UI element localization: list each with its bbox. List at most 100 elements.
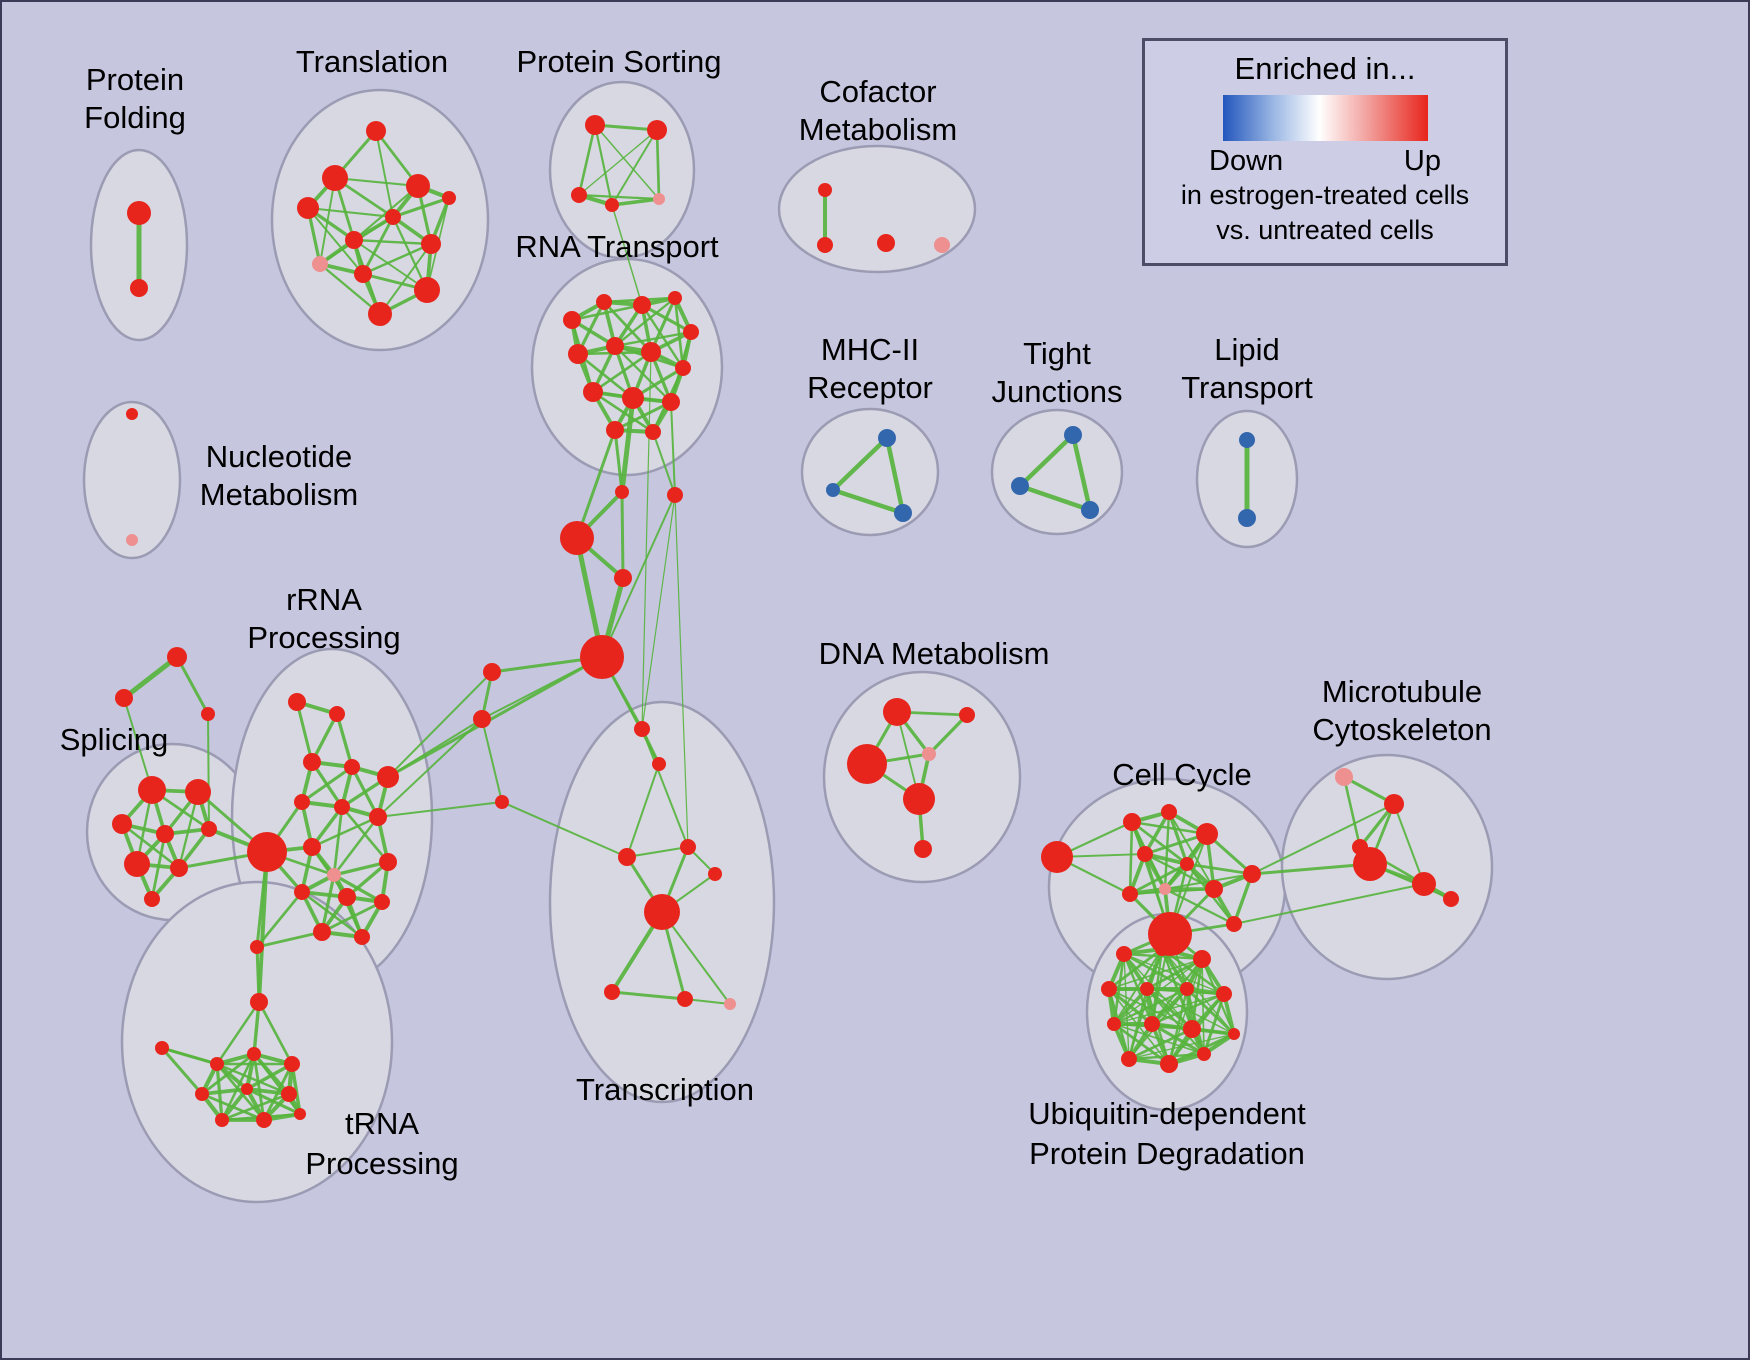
edge bbox=[257, 1000, 294, 1066]
gene-set-node bbox=[1183, 1020, 1201, 1038]
edge bbox=[626, 846, 689, 858]
edge bbox=[352, 184, 420, 242]
edge bbox=[1017, 432, 1076, 489]
cluster-label-trna-processing: tRNA Processing bbox=[305, 1106, 458, 1181]
gene-set-node bbox=[877, 234, 895, 252]
gene-set-node bbox=[130, 279, 148, 297]
edge bbox=[245, 1087, 302, 1116]
gene-set-node bbox=[374, 894, 390, 910]
gene-set-node bbox=[345, 231, 363, 249]
edge bbox=[1145, 957, 1204, 991]
edge bbox=[927, 713, 969, 756]
gene-set-node bbox=[1228, 1028, 1240, 1040]
edge bbox=[257, 850, 269, 1004]
edge bbox=[1128, 862, 1189, 896]
edge bbox=[1113, 993, 1225, 1025]
gene-set-node bbox=[156, 825, 174, 843]
edge bbox=[1163, 887, 1236, 926]
gene-set-node bbox=[668, 291, 682, 305]
gene-set-node bbox=[144, 891, 160, 907]
gene-set-node bbox=[1193, 950, 1211, 968]
gene-set-node bbox=[683, 324, 699, 340]
gene-set-node bbox=[1239, 432, 1255, 448]
gene-set-node bbox=[1155, 942, 1169, 956]
gene-set-node bbox=[614, 569, 632, 587]
edge bbox=[1168, 811, 1215, 890]
gene-set-node bbox=[568, 344, 588, 364]
gene-set-node bbox=[483, 663, 501, 681]
edge bbox=[619, 395, 636, 495]
gene-set-node bbox=[327, 868, 341, 882]
edge bbox=[577, 123, 597, 197]
gene-set-node bbox=[645, 424, 661, 440]
edge bbox=[1112, 987, 1189, 1026]
gene-set-node bbox=[1137, 846, 1153, 862]
gene-set-node bbox=[652, 757, 666, 771]
gene-set-node bbox=[322, 165, 348, 191]
gene-set-node bbox=[1243, 865, 1261, 883]
edge bbox=[641, 728, 689, 848]
gene-set-node bbox=[329, 706, 345, 722]
edge bbox=[613, 330, 693, 348]
edge bbox=[120, 822, 181, 870]
gene-set-node bbox=[959, 707, 975, 723]
nodes bbox=[112, 115, 1459, 1128]
edge bbox=[1108, 958, 1203, 990]
edge bbox=[320, 873, 336, 934]
edge bbox=[160, 1046, 204, 1096]
edge bbox=[1130, 820, 1209, 836]
gene-set-node bbox=[708, 867, 722, 881]
edge bbox=[578, 129, 658, 196]
cluster-label-transcription: Transcription bbox=[576, 1072, 754, 1107]
edge bbox=[1201, 958, 1205, 1055]
edge bbox=[1342, 775, 1362, 849]
edge bbox=[1128, 820, 1134, 896]
edge bbox=[386, 655, 604, 779]
legend-gradient-bar bbox=[1222, 95, 1428, 141]
edge bbox=[1185, 862, 1254, 876]
gene-set-node bbox=[338, 888, 356, 906]
edge bbox=[613, 296, 677, 348]
gene-set-node bbox=[354, 929, 370, 945]
gene-set-node bbox=[127, 201, 151, 225]
gene-set-node bbox=[847, 744, 887, 784]
gene-set-node bbox=[647, 120, 667, 140]
gene-set-node bbox=[606, 421, 624, 439]
gene-set-node bbox=[563, 311, 581, 329]
edge bbox=[1070, 432, 1093, 513]
edge bbox=[335, 712, 354, 769]
gene-set-node bbox=[250, 993, 268, 1011]
edge bbox=[620, 490, 625, 580]
edge bbox=[593, 123, 614, 207]
gene-set-node bbox=[604, 984, 620, 1000]
edge bbox=[255, 945, 261, 1004]
gene-set-node bbox=[883, 698, 911, 726]
gene-set-node bbox=[115, 689, 133, 707]
edge bbox=[1168, 958, 1203, 1065]
gene-set-node bbox=[414, 277, 440, 303]
cluster-label-dna-metabolism: DNA Metabolism bbox=[819, 636, 1050, 671]
edge bbox=[387, 671, 493, 778]
gene-set-node bbox=[903, 783, 935, 815]
cluster-label-nucleotide-metabolism: Nucleotide Metabolism bbox=[200, 439, 359, 512]
gene-set-node bbox=[247, 1047, 261, 1061]
edge bbox=[610, 197, 661, 207]
cluster-label-microtubule-cytoskeleton: Microtubule Cytoskeleton bbox=[1312, 674, 1491, 747]
gene-set-node bbox=[662, 393, 680, 411]
gene-set-node bbox=[167, 647, 187, 667]
edge bbox=[661, 911, 731, 1005]
edge bbox=[391, 196, 451, 219]
gene-set-node bbox=[201, 821, 217, 837]
cluster-label-cofactor-metabolism: Cofactor Metabolism bbox=[799, 74, 958, 147]
edge bbox=[1150, 1022, 1206, 1056]
gene-set-node bbox=[368, 302, 392, 326]
gene-set-node bbox=[281, 1086, 297, 1102]
edge bbox=[1250, 862, 1372, 876]
gene-set-node bbox=[284, 1056, 300, 1072]
gene-set-node bbox=[1160, 1055, 1178, 1073]
cluster-ellipse-nucleotide-metabolism bbox=[82, 400, 182, 560]
edge bbox=[1123, 953, 1130, 1060]
gene-set-node bbox=[934, 237, 950, 253]
gene-set-node bbox=[473, 710, 491, 728]
edge bbox=[215, 1062, 266, 1122]
